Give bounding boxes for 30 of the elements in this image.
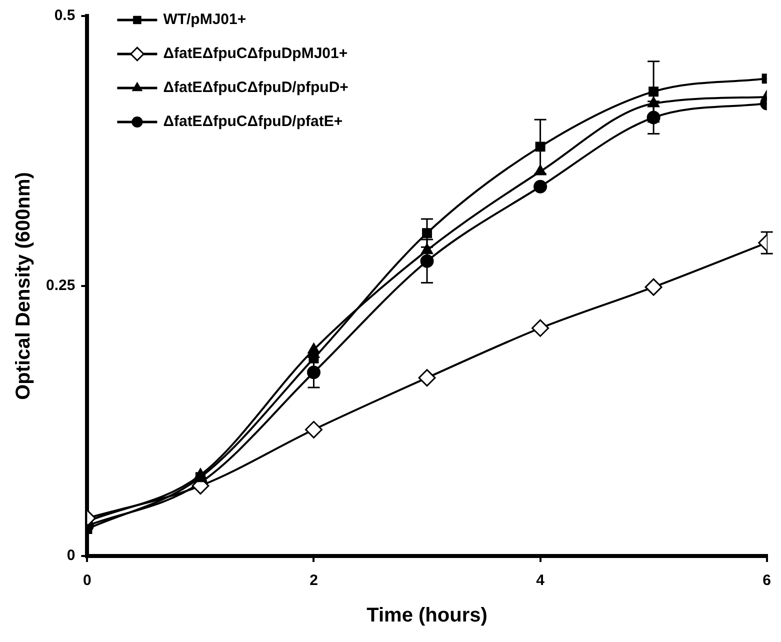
point [420, 254, 434, 268]
point [195, 472, 206, 482]
point [304, 420, 322, 438]
point [418, 369, 436, 387]
y-tick-label: 0.5 [54, 7, 76, 24]
point [308, 353, 319, 364]
legend-label: ΔfatEΔfpuCΔfpuDpMJ01+ [163, 45, 348, 62]
legend-label: WT/pMJ01+ [163, 11, 246, 28]
point [422, 228, 432, 238]
point [534, 180, 548, 194]
x-tick-label: 4 [536, 572, 546, 590]
point [308, 342, 320, 354]
y-tick-label: 0 [66, 547, 76, 564]
legend-label: ΔfatEΔfpuCΔfpuD/pfatE+ [163, 113, 343, 130]
point [532, 319, 550, 337]
point [421, 244, 433, 254]
point [306, 366, 320, 380]
x-tick-label: 2 [310, 572, 318, 590]
point [534, 164, 546, 176]
point [644, 278, 662, 296]
point [648, 96, 660, 108]
point [646, 110, 660, 124]
point [648, 86, 659, 97]
point [535, 142, 546, 152]
x-tick-label: 6 [762, 572, 771, 590]
y-axis-title: Optical Density (600nm) [12, 172, 35, 400]
x-axis-title: Time (hours) [366, 604, 488, 627]
y-tick-label: 0.25 [46, 277, 76, 294]
x-tick-label: 0 [83, 572, 92, 590]
legend-label: ΔfatEΔfpuCΔfpuD/pfpuD+ [163, 79, 349, 96]
